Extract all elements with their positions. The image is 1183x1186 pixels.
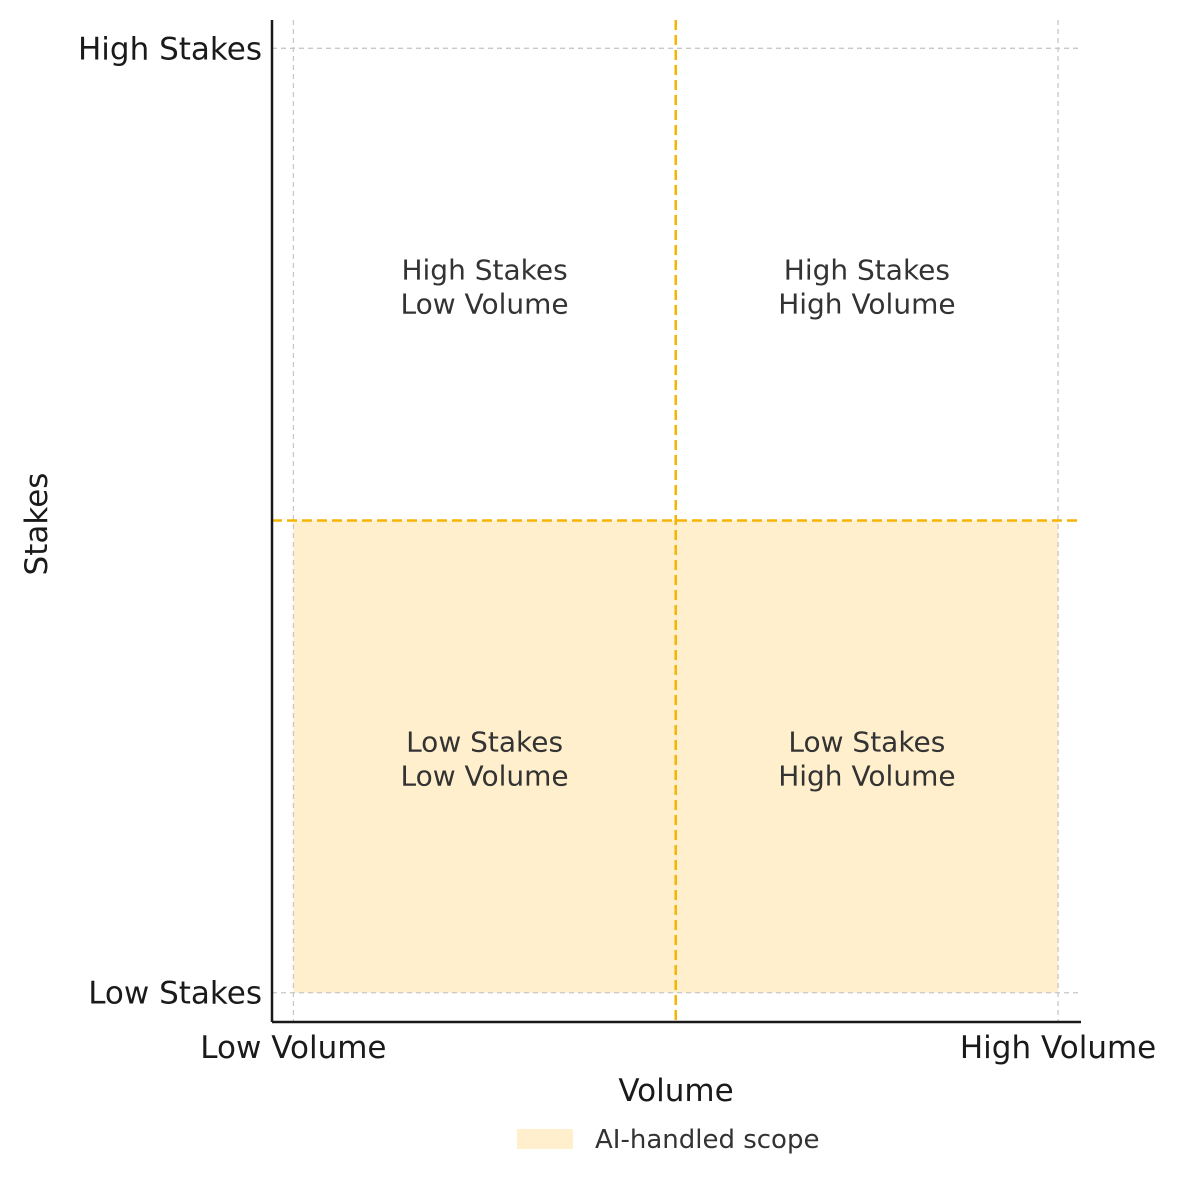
quadrant-label-line: High Volume <box>778 287 955 320</box>
quadrant-label-line: High Stakes <box>401 253 567 286</box>
quadrant-label-line: High Volume <box>778 760 955 793</box>
quadrant-label-top-left: High Stakes Low Volume <box>400 253 568 320</box>
x-tick-label-0: Low Volume <box>200 1030 386 1066</box>
legend-swatch <box>517 1129 573 1149</box>
legend-label: AI-handled scope <box>595 1125 819 1155</box>
y-axis-label: Stakes <box>19 473 55 576</box>
x-tick-label-1: High Volume <box>960 1030 1156 1066</box>
quadrant-label-line: High Stakes <box>784 253 950 286</box>
quadrant-label-bottom-left: Low Stakes Low Volume <box>400 726 568 793</box>
quadrant-label-bottom-right: Low Stakes High Volume <box>778 726 955 793</box>
quadrant-label-line: Low Stakes <box>406 726 563 759</box>
legend: AI-handled scope <box>517 1125 819 1155</box>
quadrant-label-line: Low Volume <box>400 287 568 320</box>
y-tick-label-1: High Stakes <box>78 31 262 67</box>
y-tick-label-0: Low Stakes <box>88 976 262 1012</box>
quadrant-label-line: Low Stakes <box>788 726 945 759</box>
quadrant-label-line: Low Volume <box>400 760 568 793</box>
x-axis-label: Volume <box>618 1073 733 1109</box>
grid-layer <box>272 20 1081 1022</box>
quadrant-label-top-right: High Stakes High Volume <box>778 253 955 320</box>
axes-layer <box>270 20 1081 1024</box>
divider-layer <box>272 20 1081 1022</box>
